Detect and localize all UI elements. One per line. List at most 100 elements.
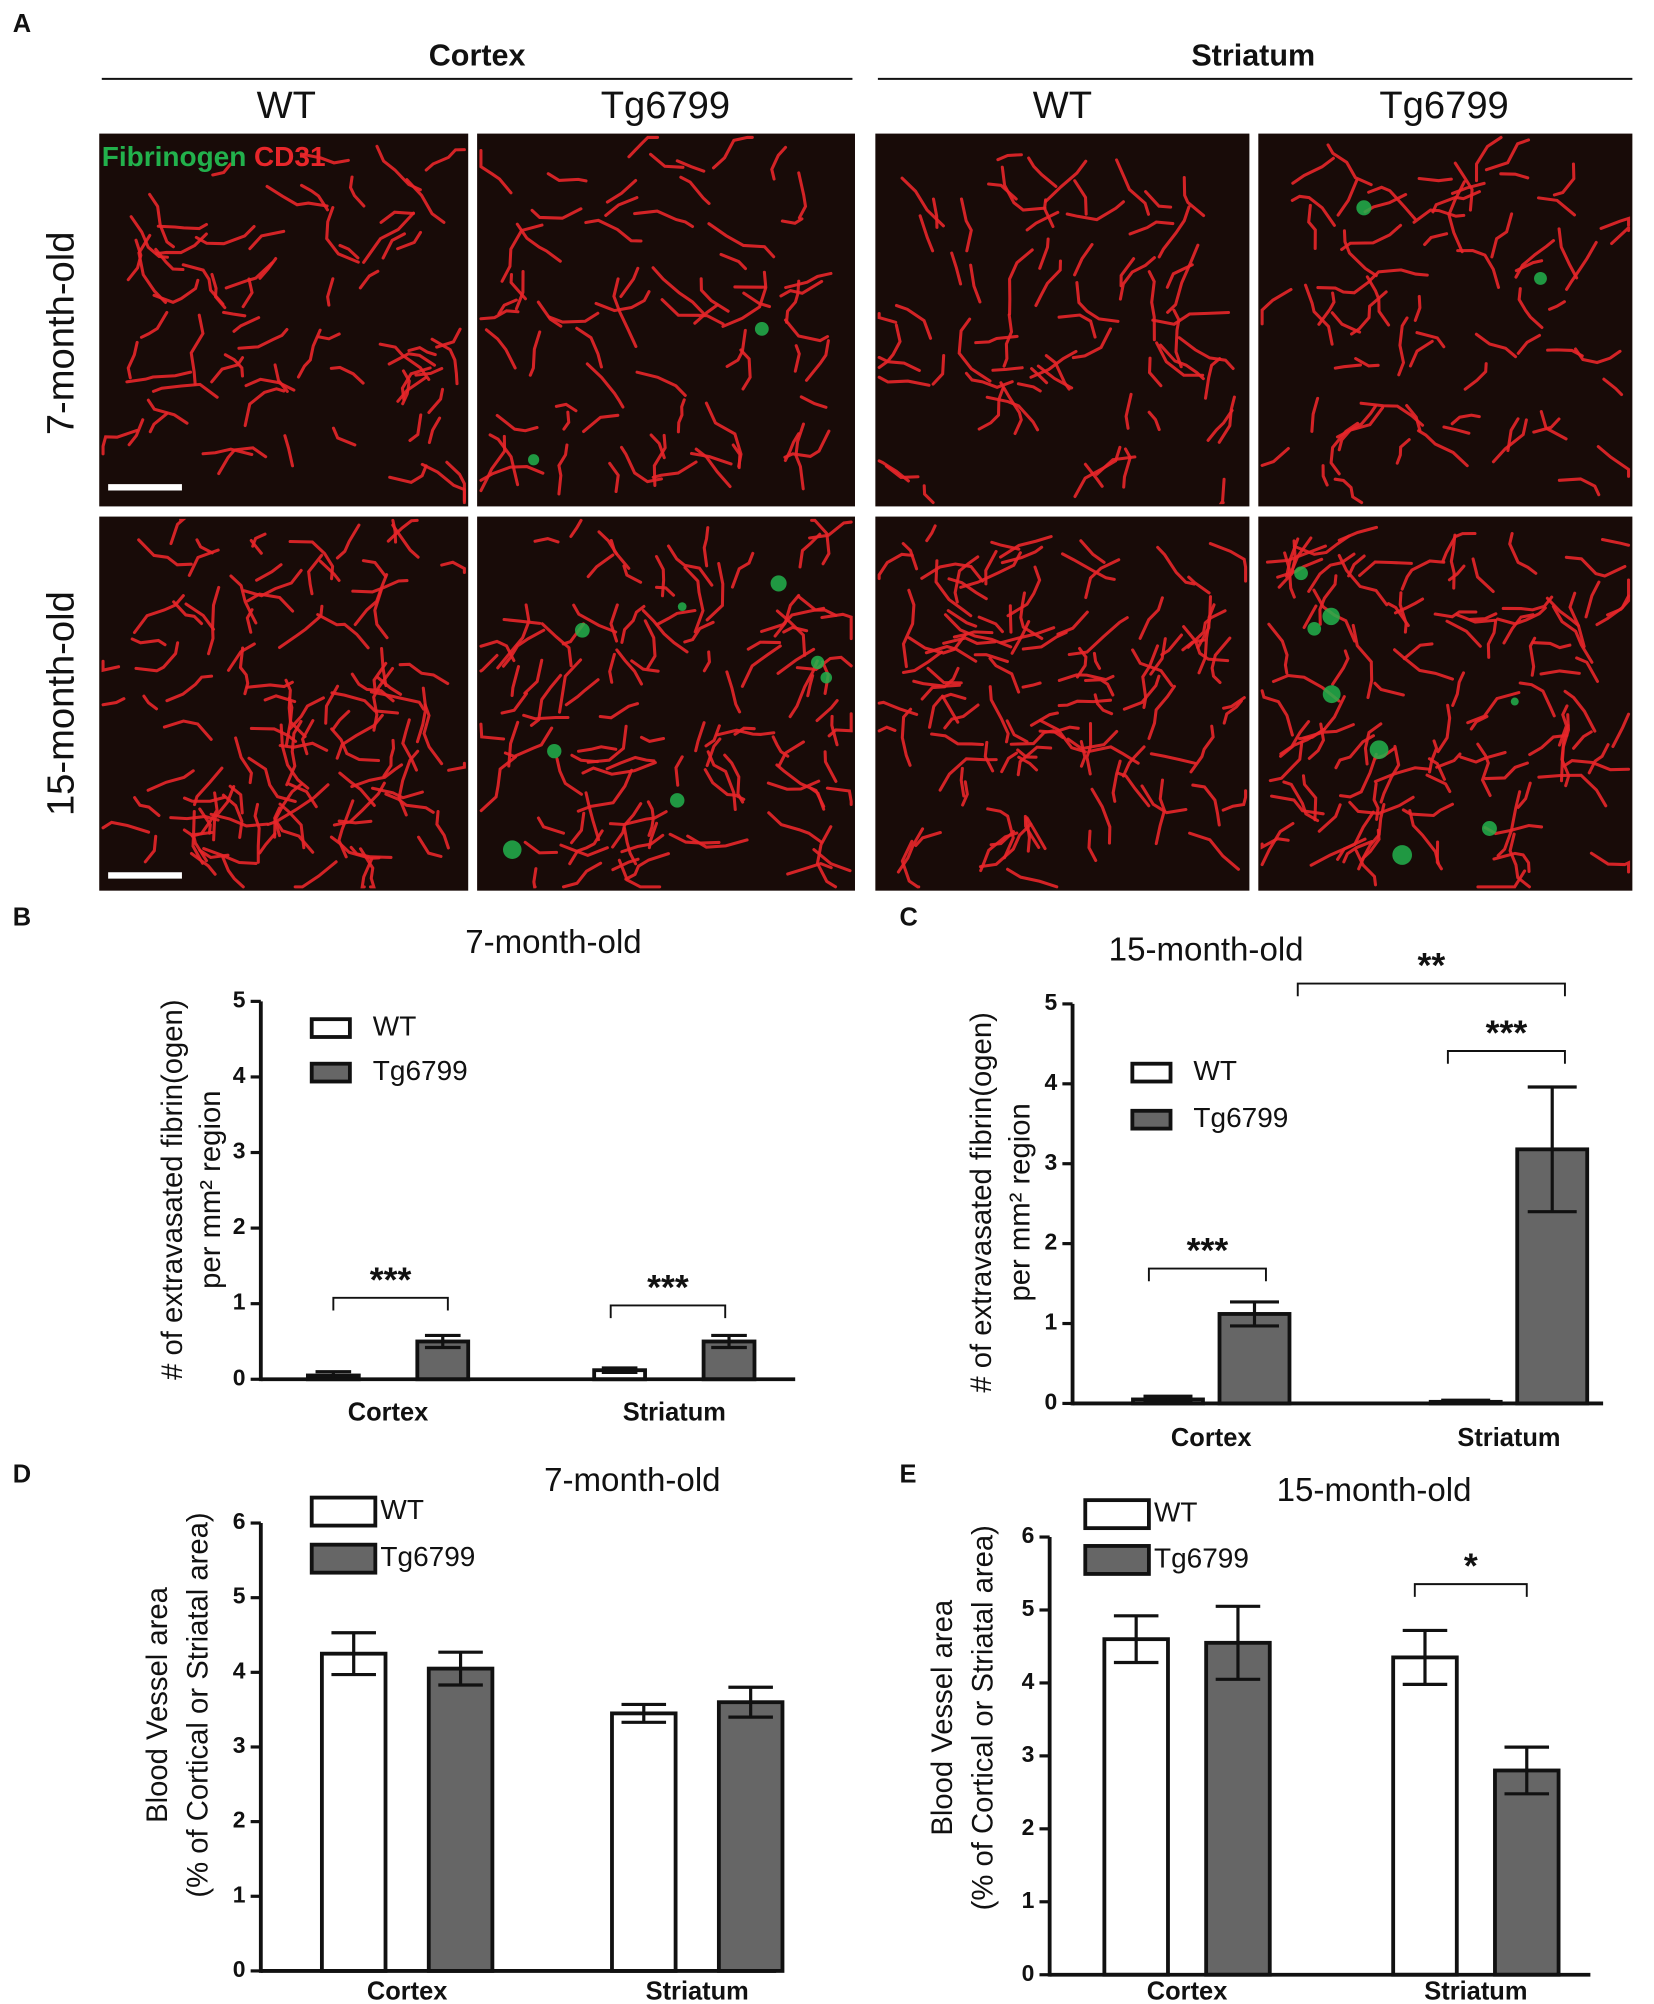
error-bar [424, 1333, 461, 1350]
vessel-texture [1260, 287, 1293, 326]
vessel-texture [495, 413, 539, 433]
vessel-texture [1210, 636, 1232, 685]
vessel-texture [776, 647, 816, 675]
y-tick-label: 1 [1045, 1309, 1058, 1335]
vessel-texture [195, 538, 214, 555]
vessel-texture [1090, 787, 1112, 845]
error-bar [1504, 1745, 1550, 1796]
vessel-texture [575, 326, 603, 369]
vessel-texture [723, 753, 745, 804]
y-tick-label: 6 [1022, 1522, 1035, 1548]
vessel-texture [142, 694, 159, 711]
vessel-texture [1587, 743, 1610, 775]
micrograph [875, 133, 1250, 507]
vessel-texture [182, 795, 226, 803]
vessel-texture [293, 860, 338, 889]
vessel-texture [1318, 574, 1338, 626]
vessel-texture [1157, 205, 1191, 259]
vessel-texture [1456, 249, 1501, 289]
vessel-texture [382, 738, 396, 778]
vessel-texture [405, 178, 446, 224]
vessel-texture [182, 828, 214, 837]
vessel-texture [825, 786, 853, 807]
vessel-texture [1508, 832, 1531, 889]
vessel-texture [134, 641, 180, 673]
vessel-texture [1005, 719, 1029, 744]
vessel-texture [288, 696, 325, 731]
y-tick-label: 5 [233, 986, 246, 1012]
error-bar [728, 1685, 773, 1719]
vessel-texture [169, 518, 187, 546]
vessel-texture [1124, 392, 1133, 430]
vessel-texture [619, 445, 663, 484]
vessel-texture [258, 832, 277, 855]
vessel-texture [1531, 641, 1572, 650]
vessel-texture [1206, 408, 1234, 442]
vessel-texture [515, 222, 562, 263]
vessel-texture [479, 148, 513, 195]
vessel-texture [335, 523, 361, 560]
vessel-texture [479, 755, 517, 813]
vessel-texture [1334, 734, 1375, 770]
vessel-texture [1506, 417, 1520, 453]
vessel-texture [798, 532, 822, 569]
vessel-texture [1367, 185, 1417, 221]
vessel-texture [711, 135, 754, 170]
vessel-texture [523, 840, 559, 855]
vessel-texture [253, 802, 261, 864]
y-tick-label: 5 [233, 1583, 246, 1609]
vessel-texture [1463, 362, 1488, 391]
vessel-texture [440, 560, 466, 574]
bar [610, 1711, 678, 1973]
vessel-texture [894, 303, 933, 340]
micrograph [1258, 516, 1633, 891]
micrograph [99, 133, 469, 507]
error-bar [1113, 1614, 1159, 1665]
vessel-texture [1177, 336, 1235, 371]
vessel-texture [372, 661, 388, 691]
vessel-texture [1116, 771, 1151, 808]
vessel-texture [278, 802, 306, 850]
vessel-texture [101, 820, 151, 834]
y-tick-label: 1 [1022, 1887, 1035, 1913]
vessel-texture [130, 637, 167, 647]
vessel-texture [946, 609, 978, 628]
vessel-texture [248, 229, 286, 251]
vessel-texture [194, 224, 256, 246]
vessel-texture [1038, 237, 1050, 270]
vessel-texture [353, 573, 389, 627]
vessel-texture [1599, 216, 1631, 230]
vessel-texture [1122, 674, 1161, 711]
vessel-texture [562, 410, 571, 431]
vessel-texture [615, 648, 644, 686]
stain-name: Fibrinogen [102, 141, 247, 172]
vessel-texture [725, 328, 747, 368]
vessel-texture [1172, 308, 1183, 369]
vessel-texture [331, 426, 357, 447]
y-tick-label: 1 [233, 1881, 246, 1907]
vessel-texture [1459, 750, 1507, 764]
vessel-texture [1425, 773, 1452, 794]
vessel-texture [782, 625, 809, 634]
x-tick-label: Striatum [1424, 1977, 1527, 2004]
vessel-texture [181, 263, 225, 306]
vessel-texture [1182, 625, 1230, 663]
x-tick-label: Cortex [1147, 1977, 1228, 2004]
vessel-texture [806, 674, 815, 698]
y-tick-label: 2 [233, 1213, 246, 1239]
vessel-texture [1156, 545, 1196, 586]
y-tick-label: 0 [1045, 1388, 1058, 1414]
vessel-texture [1490, 212, 1514, 259]
vessel-texture [229, 574, 258, 625]
x-tick-label: Striatum [623, 1398, 726, 1426]
vessel-texture [959, 197, 973, 253]
vessel-texture [1147, 356, 1163, 388]
legend-swatch [309, 1495, 378, 1528]
vessel-texture [384, 792, 435, 814]
vessel-texture [243, 387, 286, 428]
vessel-texture [1565, 240, 1598, 291]
vessel-texture [324, 684, 340, 725]
vessel-texture [815, 699, 839, 723]
vessel-texture [918, 214, 935, 253]
vessel-texture [146, 398, 189, 425]
